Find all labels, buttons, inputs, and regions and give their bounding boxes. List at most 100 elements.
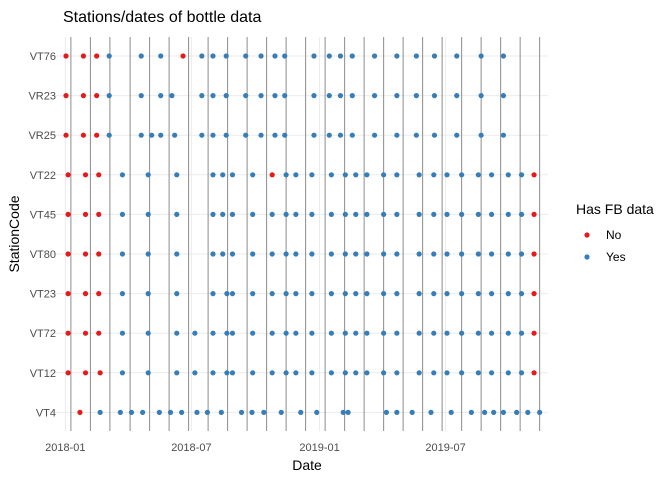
point-yes <box>500 93 507 99</box>
point-yes <box>210 93 216 99</box>
point-no <box>82 330 89 336</box>
point-yes <box>174 172 180 178</box>
point-no <box>80 93 87 99</box>
point-yes <box>413 53 419 59</box>
point-yes <box>293 211 299 217</box>
point-yes <box>478 132 484 138</box>
point-yes <box>342 370 348 376</box>
point-yes <box>444 330 450 336</box>
point-yes <box>145 291 151 297</box>
point-yes <box>431 53 438 59</box>
point-yes <box>293 172 299 178</box>
point-yes <box>337 93 344 99</box>
point-yes <box>194 409 200 415</box>
point-yes <box>514 409 520 415</box>
point-yes <box>229 370 236 376</box>
point-yes <box>444 291 450 297</box>
point-yes <box>138 93 144 99</box>
point-no <box>63 53 69 59</box>
legend-title: Has FB data <box>576 201 654 217</box>
point-yes <box>371 132 378 138</box>
point-yes <box>416 172 422 178</box>
point-no <box>94 53 100 59</box>
point-no <box>96 251 102 257</box>
point-yes <box>229 330 236 336</box>
point-yes <box>345 409 351 415</box>
point-no <box>531 251 537 257</box>
sampling-date-lines <box>70 37 541 431</box>
point-no <box>531 172 537 178</box>
point-yes <box>431 370 437 376</box>
point-yes <box>364 251 370 257</box>
point-yes <box>298 409 304 415</box>
point-yes <box>328 370 334 376</box>
point-yes <box>371 53 378 59</box>
y-axis-title: StationCode <box>6 195 22 272</box>
point-yes <box>431 93 438 99</box>
point-yes <box>229 291 236 297</box>
point-yes <box>381 370 387 376</box>
point-no <box>63 93 69 99</box>
point-yes <box>518 211 525 217</box>
data-points <box>63 53 543 415</box>
point-yes <box>145 211 151 217</box>
point-yes <box>224 330 230 336</box>
point-yes <box>381 291 387 297</box>
point-yes <box>138 53 144 59</box>
point-yes <box>349 132 355 138</box>
point-no <box>94 132 100 138</box>
point-yes <box>488 211 495 217</box>
point-yes <box>269 211 275 217</box>
point-yes <box>210 291 216 297</box>
point-yes <box>431 330 437 336</box>
point-yes <box>364 291 370 297</box>
point-yes <box>353 172 359 178</box>
point-no <box>531 370 537 376</box>
point-yes <box>353 330 359 336</box>
point-yes <box>459 330 465 336</box>
point-yes <box>250 211 256 217</box>
point-no <box>65 251 71 257</box>
point-yes <box>413 132 419 138</box>
point-yes <box>293 291 299 297</box>
point-yes <box>224 370 230 376</box>
point-yes <box>475 251 481 257</box>
point-yes <box>454 132 460 138</box>
point-yes <box>326 53 332 59</box>
point-yes <box>229 172 236 178</box>
point-yes <box>454 93 460 99</box>
point-yes <box>416 291 422 297</box>
point-yes <box>478 93 484 99</box>
point-no <box>82 172 89 178</box>
point-yes <box>258 132 264 138</box>
point-yes <box>518 370 525 376</box>
point-yes <box>328 172 334 178</box>
point-yes <box>140 409 146 415</box>
point-yes <box>199 132 205 138</box>
point-yes <box>169 93 175 99</box>
point-yes <box>220 251 226 257</box>
point-yes <box>371 93 378 99</box>
point-yes <box>283 172 289 178</box>
point-yes <box>328 211 334 217</box>
point-yes <box>342 330 348 336</box>
point-yes <box>364 370 370 376</box>
point-yes <box>261 409 267 415</box>
point-yes <box>106 93 112 99</box>
point-no <box>94 93 100 99</box>
point-yes <box>309 172 315 178</box>
point-yes <box>145 370 151 376</box>
point-yes <box>283 370 289 376</box>
point-yes <box>431 172 437 178</box>
point-yes <box>500 132 507 138</box>
point-yes <box>416 330 422 336</box>
point-no <box>180 53 186 59</box>
point-yes <box>158 132 164 138</box>
point-yes <box>174 211 180 217</box>
point-yes <box>145 251 151 257</box>
point-yes <box>353 251 359 257</box>
point-yes <box>158 53 164 59</box>
point-yes <box>282 132 288 138</box>
x-tick-label: 2019-01 <box>299 442 339 454</box>
